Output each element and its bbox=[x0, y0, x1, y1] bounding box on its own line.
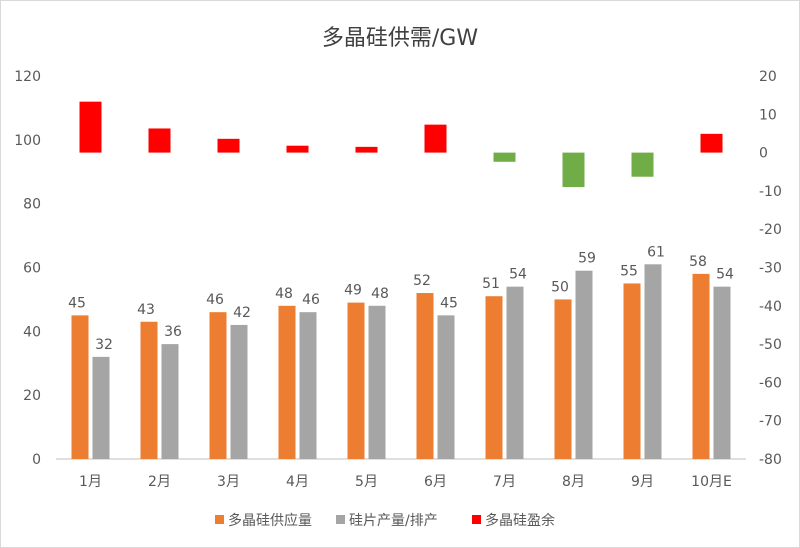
legend-label: 多晶硅盈余 bbox=[485, 512, 555, 529]
wafer-bar bbox=[437, 315, 455, 459]
legend-swatch bbox=[215, 515, 224, 524]
surplus-bar bbox=[148, 128, 171, 153]
right-axis-tick: -70 bbox=[759, 414, 782, 430]
x-axis-tick: 9月 bbox=[631, 474, 654, 490]
left-axis-tick: 80 bbox=[23, 197, 41, 213]
data-label: 49 bbox=[344, 283, 362, 299]
data-label: 50 bbox=[551, 279, 569, 295]
surplus-bar bbox=[700, 133, 723, 153]
surplus-bar bbox=[217, 138, 240, 153]
right-axis-tick: 20 bbox=[759, 69, 777, 85]
supply-bar bbox=[623, 283, 641, 459]
data-label: 55 bbox=[620, 263, 638, 279]
wafer-bar bbox=[299, 312, 317, 459]
right-axis-tick: -20 bbox=[759, 222, 782, 238]
data-label: 59 bbox=[578, 251, 596, 267]
supply-bar bbox=[209, 312, 227, 459]
supply-bar bbox=[347, 302, 365, 459]
x-axis-tick: 3月 bbox=[217, 474, 240, 490]
supply-bar bbox=[692, 273, 710, 459]
surplus-bar bbox=[631, 152, 654, 177]
data-label: 46 bbox=[206, 292, 224, 308]
data-label: 61 bbox=[647, 244, 665, 260]
data-label: 51 bbox=[482, 276, 500, 292]
surplus-bar bbox=[424, 124, 447, 153]
left-axis-tick: 40 bbox=[23, 324, 41, 340]
right-axis-tick: -50 bbox=[759, 337, 782, 353]
data-label: 32 bbox=[95, 337, 113, 353]
data-label: 48 bbox=[275, 286, 293, 302]
legend-label: 多晶硅供应量 bbox=[228, 512, 312, 529]
legend-swatch bbox=[336, 515, 345, 524]
surplus-bar bbox=[79, 101, 102, 153]
surplus-bar bbox=[493, 152, 516, 162]
surplus-bar bbox=[286, 145, 309, 153]
x-axis-tick: 5月 bbox=[355, 474, 378, 490]
legend-label: 硅片产量/排产 bbox=[349, 513, 438, 529]
wafer-bar bbox=[368, 305, 386, 459]
data-label: 43 bbox=[137, 302, 155, 318]
left-axis-tick: 0 bbox=[32, 452, 41, 468]
right-axis-tick: -10 bbox=[759, 184, 782, 200]
x-axis-tick: 1月 bbox=[79, 474, 102, 490]
wafer-bar bbox=[92, 356, 110, 459]
wafer-bar bbox=[575, 270, 593, 459]
x-axis-tick: 8月 bbox=[562, 474, 585, 490]
x-axis-tick: 6月 bbox=[424, 474, 447, 490]
chart-title: 多晶硅供需/GW bbox=[322, 26, 478, 51]
data-label: 54 bbox=[716, 267, 734, 283]
wafer-bar bbox=[644, 264, 662, 459]
data-label: 36 bbox=[164, 324, 182, 340]
wafer-bar bbox=[506, 286, 524, 459]
supply-bar bbox=[485, 296, 503, 459]
right-axis-tick: -30 bbox=[759, 261, 782, 277]
x-axis-tick: 4月 bbox=[286, 474, 309, 490]
legend-swatch bbox=[472, 515, 481, 524]
supply-bar bbox=[278, 305, 296, 459]
right-axis-tick: 10 bbox=[759, 107, 777, 123]
x-axis-tick: 2月 bbox=[148, 474, 171, 490]
data-label: 45 bbox=[440, 295, 458, 311]
legend: 多晶硅供应量 硅片产量/排产 多晶硅盈余 bbox=[215, 512, 555, 529]
data-label: 48 bbox=[371, 286, 389, 302]
wafer-bar bbox=[161, 344, 179, 459]
x-axis-tick: 7月 bbox=[493, 474, 516, 490]
left-axis-tick: 120 bbox=[14, 69, 41, 85]
left-axis-tick: 20 bbox=[23, 388, 41, 404]
right-axis-tick: -60 bbox=[759, 375, 782, 391]
wafer-bar bbox=[713, 286, 731, 459]
supply-bar bbox=[71, 315, 89, 459]
left-axis-tick: 60 bbox=[23, 261, 41, 277]
right-axis-tick: -40 bbox=[759, 299, 782, 315]
data-label: 54 bbox=[509, 267, 527, 283]
left-axis-tick: 100 bbox=[14, 133, 41, 149]
supply-bar bbox=[416, 293, 434, 459]
surplus-bar bbox=[355, 146, 378, 153]
right-axis-tick: 0 bbox=[759, 146, 768, 162]
data-label: 42 bbox=[233, 305, 251, 321]
data-label: 52 bbox=[413, 273, 431, 289]
supply-bar bbox=[554, 299, 572, 459]
wafer-bar bbox=[230, 324, 248, 459]
data-label: 46 bbox=[302, 292, 320, 308]
supply-bar bbox=[140, 321, 158, 459]
data-label: 45 bbox=[68, 295, 86, 311]
surplus-bar bbox=[562, 152, 585, 188]
right-axis-tick: -80 bbox=[759, 452, 782, 468]
data-label: 58 bbox=[689, 254, 707, 270]
x-axis-tick: 10月E bbox=[691, 474, 732, 490]
